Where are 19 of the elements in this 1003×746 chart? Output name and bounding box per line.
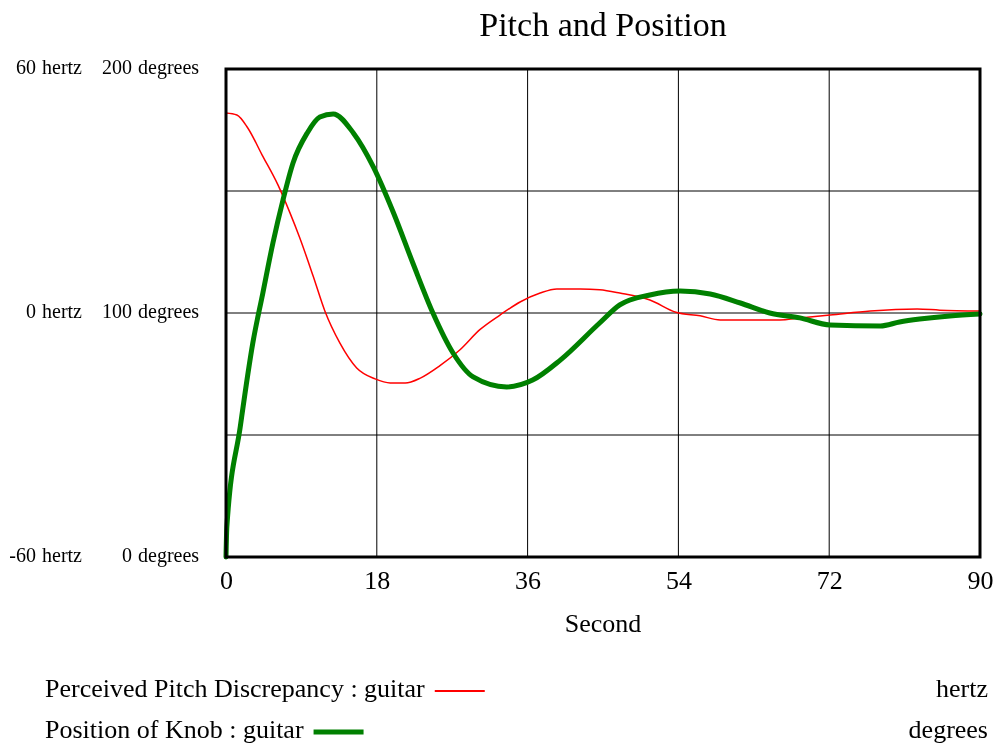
y-tick-label: 60 hertz [16, 55, 83, 78]
x-axis-title: Second [564, 609, 642, 638]
y-tick-label: 0 hertz [26, 299, 83, 322]
text: hertz [936, 673, 988, 703]
x-tick-label: 0 [220, 566, 233, 596]
y2-tick-label: 0 degrees [122, 543, 200, 567]
legend-label: Position of Knob : guitar [45, 714, 304, 744]
x-tick-label: 90 [967, 566, 994, 596]
y2-tick-label: 200 degrees [102, 55, 200, 79]
x-tick-label: 72 [816, 566, 843, 596]
chart-title: Pitch and Position [479, 6, 727, 43]
x-tick-label: 18 [364, 566, 391, 596]
y-tick-label: -60 hertz [9, 543, 83, 566]
legend-label: Perceived Pitch Discrepancy : guitar [45, 673, 426, 703]
x-tick-label: 54 [665, 566, 692, 596]
line-series [225, 112, 981, 384]
text: degrees [908, 714, 988, 744]
x-tick-label: 36 [515, 566, 542, 596]
y2-tick-label: 100 degrees [102, 299, 200, 323]
